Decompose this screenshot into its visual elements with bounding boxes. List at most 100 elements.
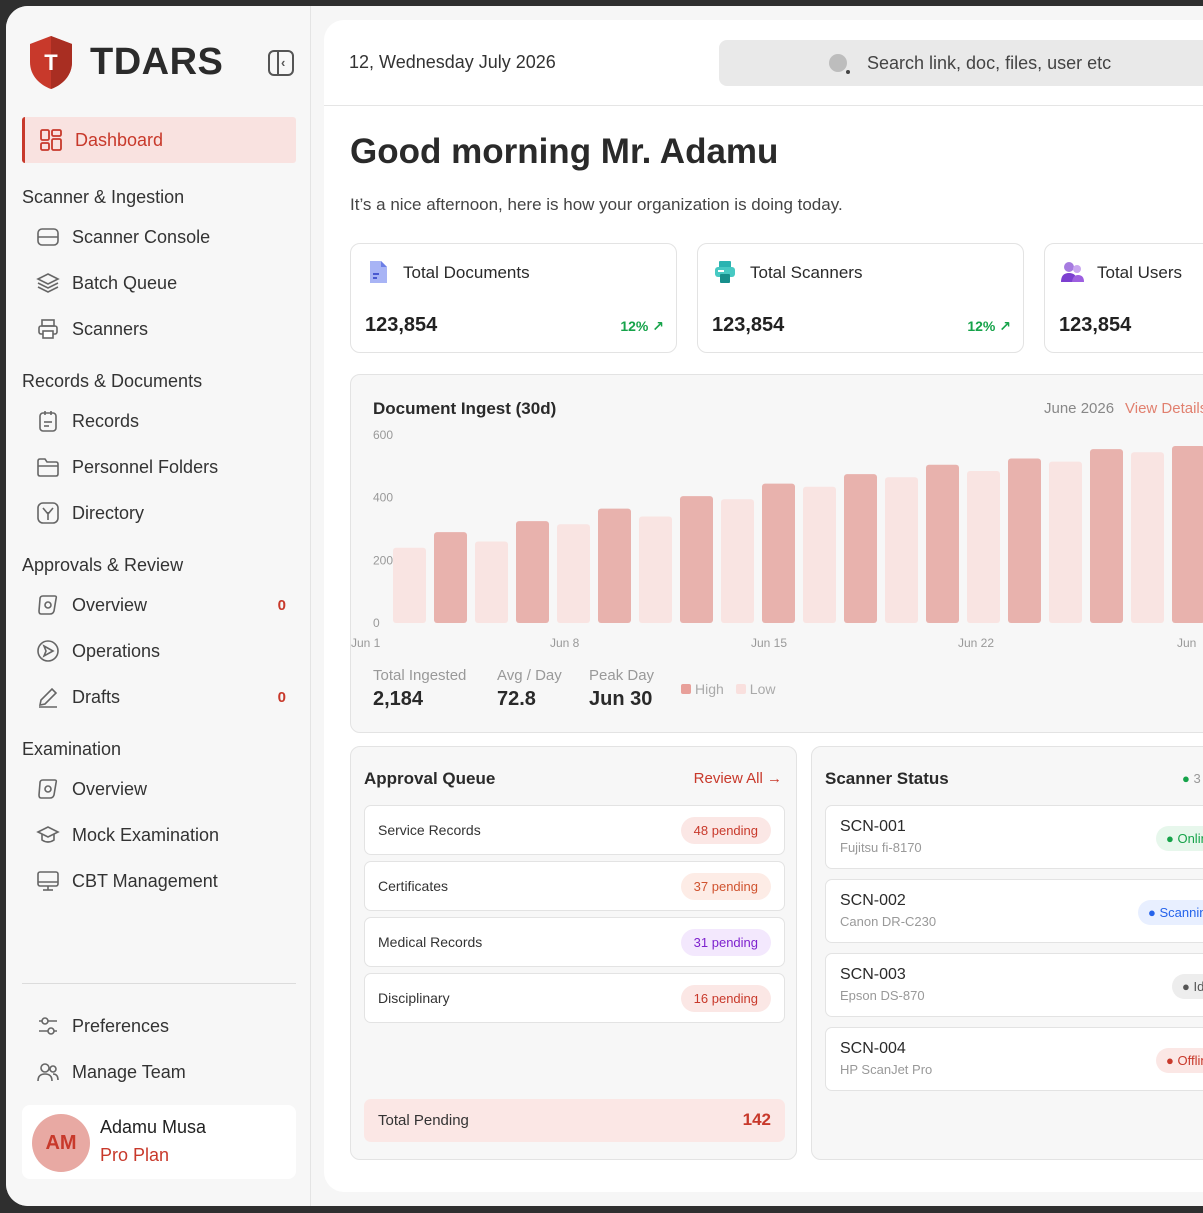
chart-bar[interactable] xyxy=(885,477,918,623)
user-name: Adamu Musa xyxy=(100,1117,207,1137)
stat-card-total-documents[interactable]: Total Documents 123,854 12% ↗ xyxy=(350,243,677,353)
queue-row-certificates[interactable]: Certificates 37 pending xyxy=(364,861,785,911)
queue-row-disciplinary[interactable]: Disciplinary 16 pending xyxy=(364,973,785,1023)
queue-row-medical-records[interactable]: Medical Records 31 pending xyxy=(364,917,785,967)
chart-bar[interactable] xyxy=(1008,458,1041,624)
x-tick-label: Jun 15 xyxy=(751,636,787,650)
sidebar-item-scanner-console[interactable]: Scanner Console xyxy=(36,220,296,254)
chart-bar[interactable] xyxy=(762,483,795,623)
trend-up-badge: 12% ↗ xyxy=(967,318,1011,334)
y-tick-label: 600 xyxy=(373,428,393,442)
scanner-id: SCN-002 xyxy=(840,892,906,909)
chart-bar[interactable] xyxy=(967,471,1000,623)
sidebar-item-batch-queue[interactable]: Batch Queue xyxy=(36,266,296,300)
search-input[interactable]: Search link, doc, files, user etc xyxy=(719,40,1203,86)
chart-bar[interactable] xyxy=(1049,461,1082,623)
sidebar-item-scanners[interactable]: Scanners xyxy=(36,312,296,346)
legend-high: High xyxy=(695,681,724,697)
stat-label: Total Scanners xyxy=(750,263,863,282)
chart-bar[interactable] xyxy=(803,486,836,623)
sidebar-item-dashboard[interactable]: Dashboard xyxy=(22,117,296,163)
scanner-status-title: Scanner Status xyxy=(825,769,949,788)
monitor-icon xyxy=(36,869,60,893)
sidebar-item-records[interactable]: Records xyxy=(36,404,296,438)
view-details-link[interactable]: View Details xyxy=(1125,400,1203,417)
chart-bar[interactable] xyxy=(639,516,672,623)
chart-bar[interactable] xyxy=(1172,445,1203,623)
scanner-row-scn-001[interactable]: SCN-001 Fujitsu fi-8170 ● Onlin xyxy=(825,805,1203,869)
user-profile-card[interactable]: AM Adamu Musa Pro Plan xyxy=(22,1105,296,1179)
queue-row-service-records[interactable]: Service Records 48 pending xyxy=(364,805,785,855)
sidebar-item-label: Scanners xyxy=(72,318,149,339)
chart-bar[interactable] xyxy=(844,474,877,623)
sidebar-item-directory[interactable]: Directory xyxy=(36,496,296,530)
scanner-row-scn-002[interactable]: SCN-002 Canon DR-C230 ● Scannin xyxy=(825,879,1203,943)
legend-high-swatch xyxy=(681,684,691,694)
sidebar: T TDARS ‹ Dashboard Scanner & Ingestion … xyxy=(6,6,311,1206)
scanner-status-card: Scanner Status ● 3 / SCN-001 Fujitsu fi-… xyxy=(811,746,1203,1160)
sidebar-item-operations[interactable]: Operations xyxy=(36,634,296,668)
legend-low-swatch xyxy=(735,684,746,694)
review-all-link[interactable]: Review All → xyxy=(693,770,782,787)
chart-bar[interactable] xyxy=(516,521,549,623)
drafts-count-badge: 0 xyxy=(277,688,286,706)
collapse-sidebar-button[interactable]: ‹ xyxy=(268,50,294,76)
search-placeholder: Search link, doc, files, user etc xyxy=(867,52,1112,73)
graduation-cap-icon xyxy=(36,823,60,847)
stat-value: 123,854 xyxy=(365,314,438,336)
scanner-id: SCN-004 xyxy=(840,1040,906,1057)
brand[interactable]: T TDARS xyxy=(28,34,223,90)
folder-icon xyxy=(36,455,60,479)
tree-icon xyxy=(36,501,60,525)
scanner-row-scn-003[interactable]: SCN-003 Epson DS-870 ● Idl xyxy=(825,953,1203,1017)
chart-bar[interactable] xyxy=(393,547,426,623)
chart-bar[interactable] xyxy=(926,464,959,623)
scanner-row-scn-004[interactable]: SCN-004 HP ScanJet Pro ● Offlin xyxy=(825,1027,1203,1091)
chart-bar[interactable] xyxy=(721,499,754,623)
chart-bar[interactable] xyxy=(680,496,713,623)
queue-label: Service Records xyxy=(378,822,481,838)
page-title: Good morning Mr. Adamu xyxy=(350,132,779,171)
chart-bar[interactable] xyxy=(434,532,467,623)
section-approvals-review: Approvals & Review xyxy=(22,555,184,575)
sidebar-item-label: Directory xyxy=(72,502,145,523)
chart-bar[interactable] xyxy=(598,508,631,623)
current-date: 12, Wednesday July 2026 xyxy=(349,52,556,72)
brand-name: TDARS xyxy=(90,40,224,83)
stat-card-total-users[interactable]: Total Users 123,854 xyxy=(1044,243,1203,353)
sidebar-item-label: Records xyxy=(72,410,140,431)
chevron-left-icon: ‹ xyxy=(281,55,286,70)
sidebar-item-drafts[interactable]: Drafts 0 xyxy=(36,680,296,714)
scanner-model: Canon DR-C230 xyxy=(840,914,937,929)
overview-count-badge: 0 xyxy=(277,596,286,614)
chart-bar[interactable] xyxy=(1131,452,1164,623)
sidebar-divider xyxy=(22,983,296,984)
compass-icon xyxy=(36,777,60,801)
x-tick-label: Jun xyxy=(1177,636,1196,650)
chart-bar[interactable] xyxy=(475,541,508,623)
printer-icon xyxy=(36,317,60,341)
pencil-icon xyxy=(36,685,60,709)
logo-letter: T xyxy=(44,50,58,75)
sidebar-item-label: Personnel Folders xyxy=(72,456,219,477)
chart-bar[interactable] xyxy=(557,524,590,623)
main-content: 12, Wednesday July 2026 Search link, doc… xyxy=(324,20,1203,1192)
page-subtitle: It’s a nice afternoon, here is how your … xyxy=(350,195,843,214)
y-tick-label: 400 xyxy=(373,491,393,505)
sidebar-item-preferences[interactable]: Preferences xyxy=(36,1009,296,1043)
sidebar-item-approvals-overview[interactable]: Overview 0 xyxy=(36,588,296,622)
layers-icon xyxy=(36,271,60,295)
chart-bar[interactable] xyxy=(1090,449,1123,623)
sidebar-item-manage-team[interactable]: Manage Team xyxy=(36,1055,296,1089)
x-tick-label: Jun 22 xyxy=(958,636,994,650)
sidebar-item-label: CBT Management xyxy=(72,870,218,891)
sidebar-item-examination-overview[interactable]: Overview xyxy=(36,772,296,806)
sidebar-item-label: Overview xyxy=(72,778,148,799)
section-scanner-ingestion: Scanner & Ingestion xyxy=(22,187,185,207)
sidebar-item-cbt-management[interactable]: CBT Management xyxy=(36,864,296,898)
stat-card-total-scanners[interactable]: Total Scanners 123,854 12% ↗ xyxy=(697,243,1024,353)
sidebar-item-label: Manage Team xyxy=(72,1061,186,1082)
sidebar-item-mock-examination[interactable]: Mock Examination xyxy=(36,818,296,852)
sidebar-item-label: Scanner Console xyxy=(72,226,211,247)
sidebar-item-personnel-folders[interactable]: Personnel Folders xyxy=(36,450,296,484)
